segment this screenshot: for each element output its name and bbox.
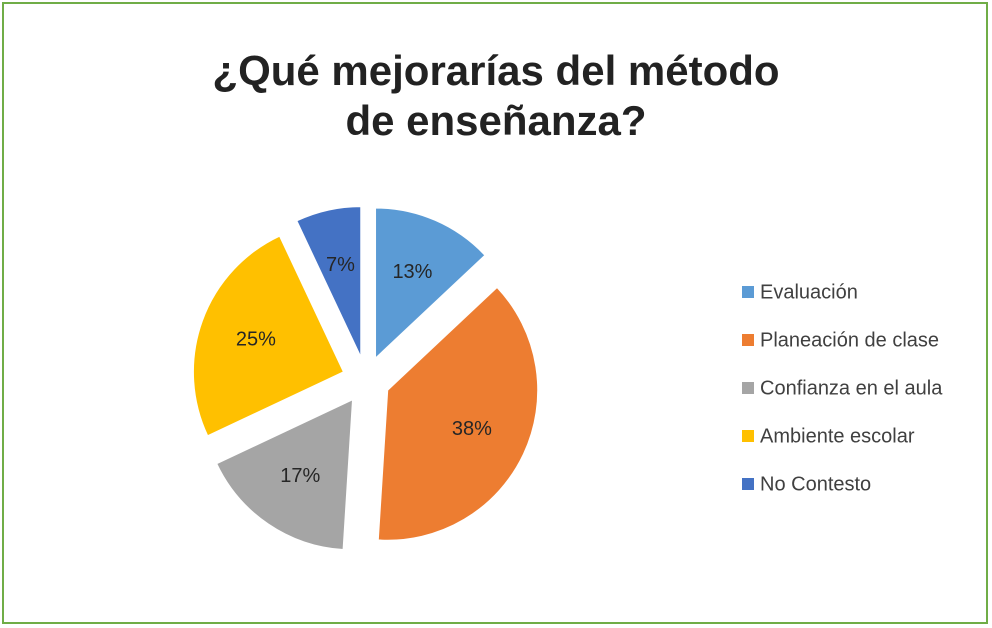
legend-label: Ambiente escolar: [760, 425, 915, 447]
pie-slice: [216, 399, 354, 551]
legend-label: Confianza en el aula: [760, 377, 943, 399]
chart-title: ¿Qué mejorarías del método de enseñanza?: [212, 47, 780, 144]
legend-swatch: [742, 286, 754, 298]
data-label: 38%: [452, 418, 492, 440]
data-label: 7%: [326, 254, 355, 276]
pie-slice: [296, 206, 362, 357]
legend-label: Planeación de clase: [760, 329, 939, 351]
pie-slice: [375, 207, 486, 360]
pie-slice: [377, 286, 539, 541]
legend-swatch: [742, 334, 754, 346]
data-label: 13%: [392, 261, 432, 283]
legend-swatch: [742, 430, 754, 442]
legend-swatch: [742, 382, 754, 394]
data-label: 17%: [280, 465, 320, 487]
pie-slice: [192, 235, 345, 437]
legend-swatch: [742, 478, 754, 490]
data-label: 25%: [236, 329, 276, 351]
legend-label: Evaluación: [760, 281, 858, 303]
legend-label: No Contesto: [760, 473, 871, 495]
